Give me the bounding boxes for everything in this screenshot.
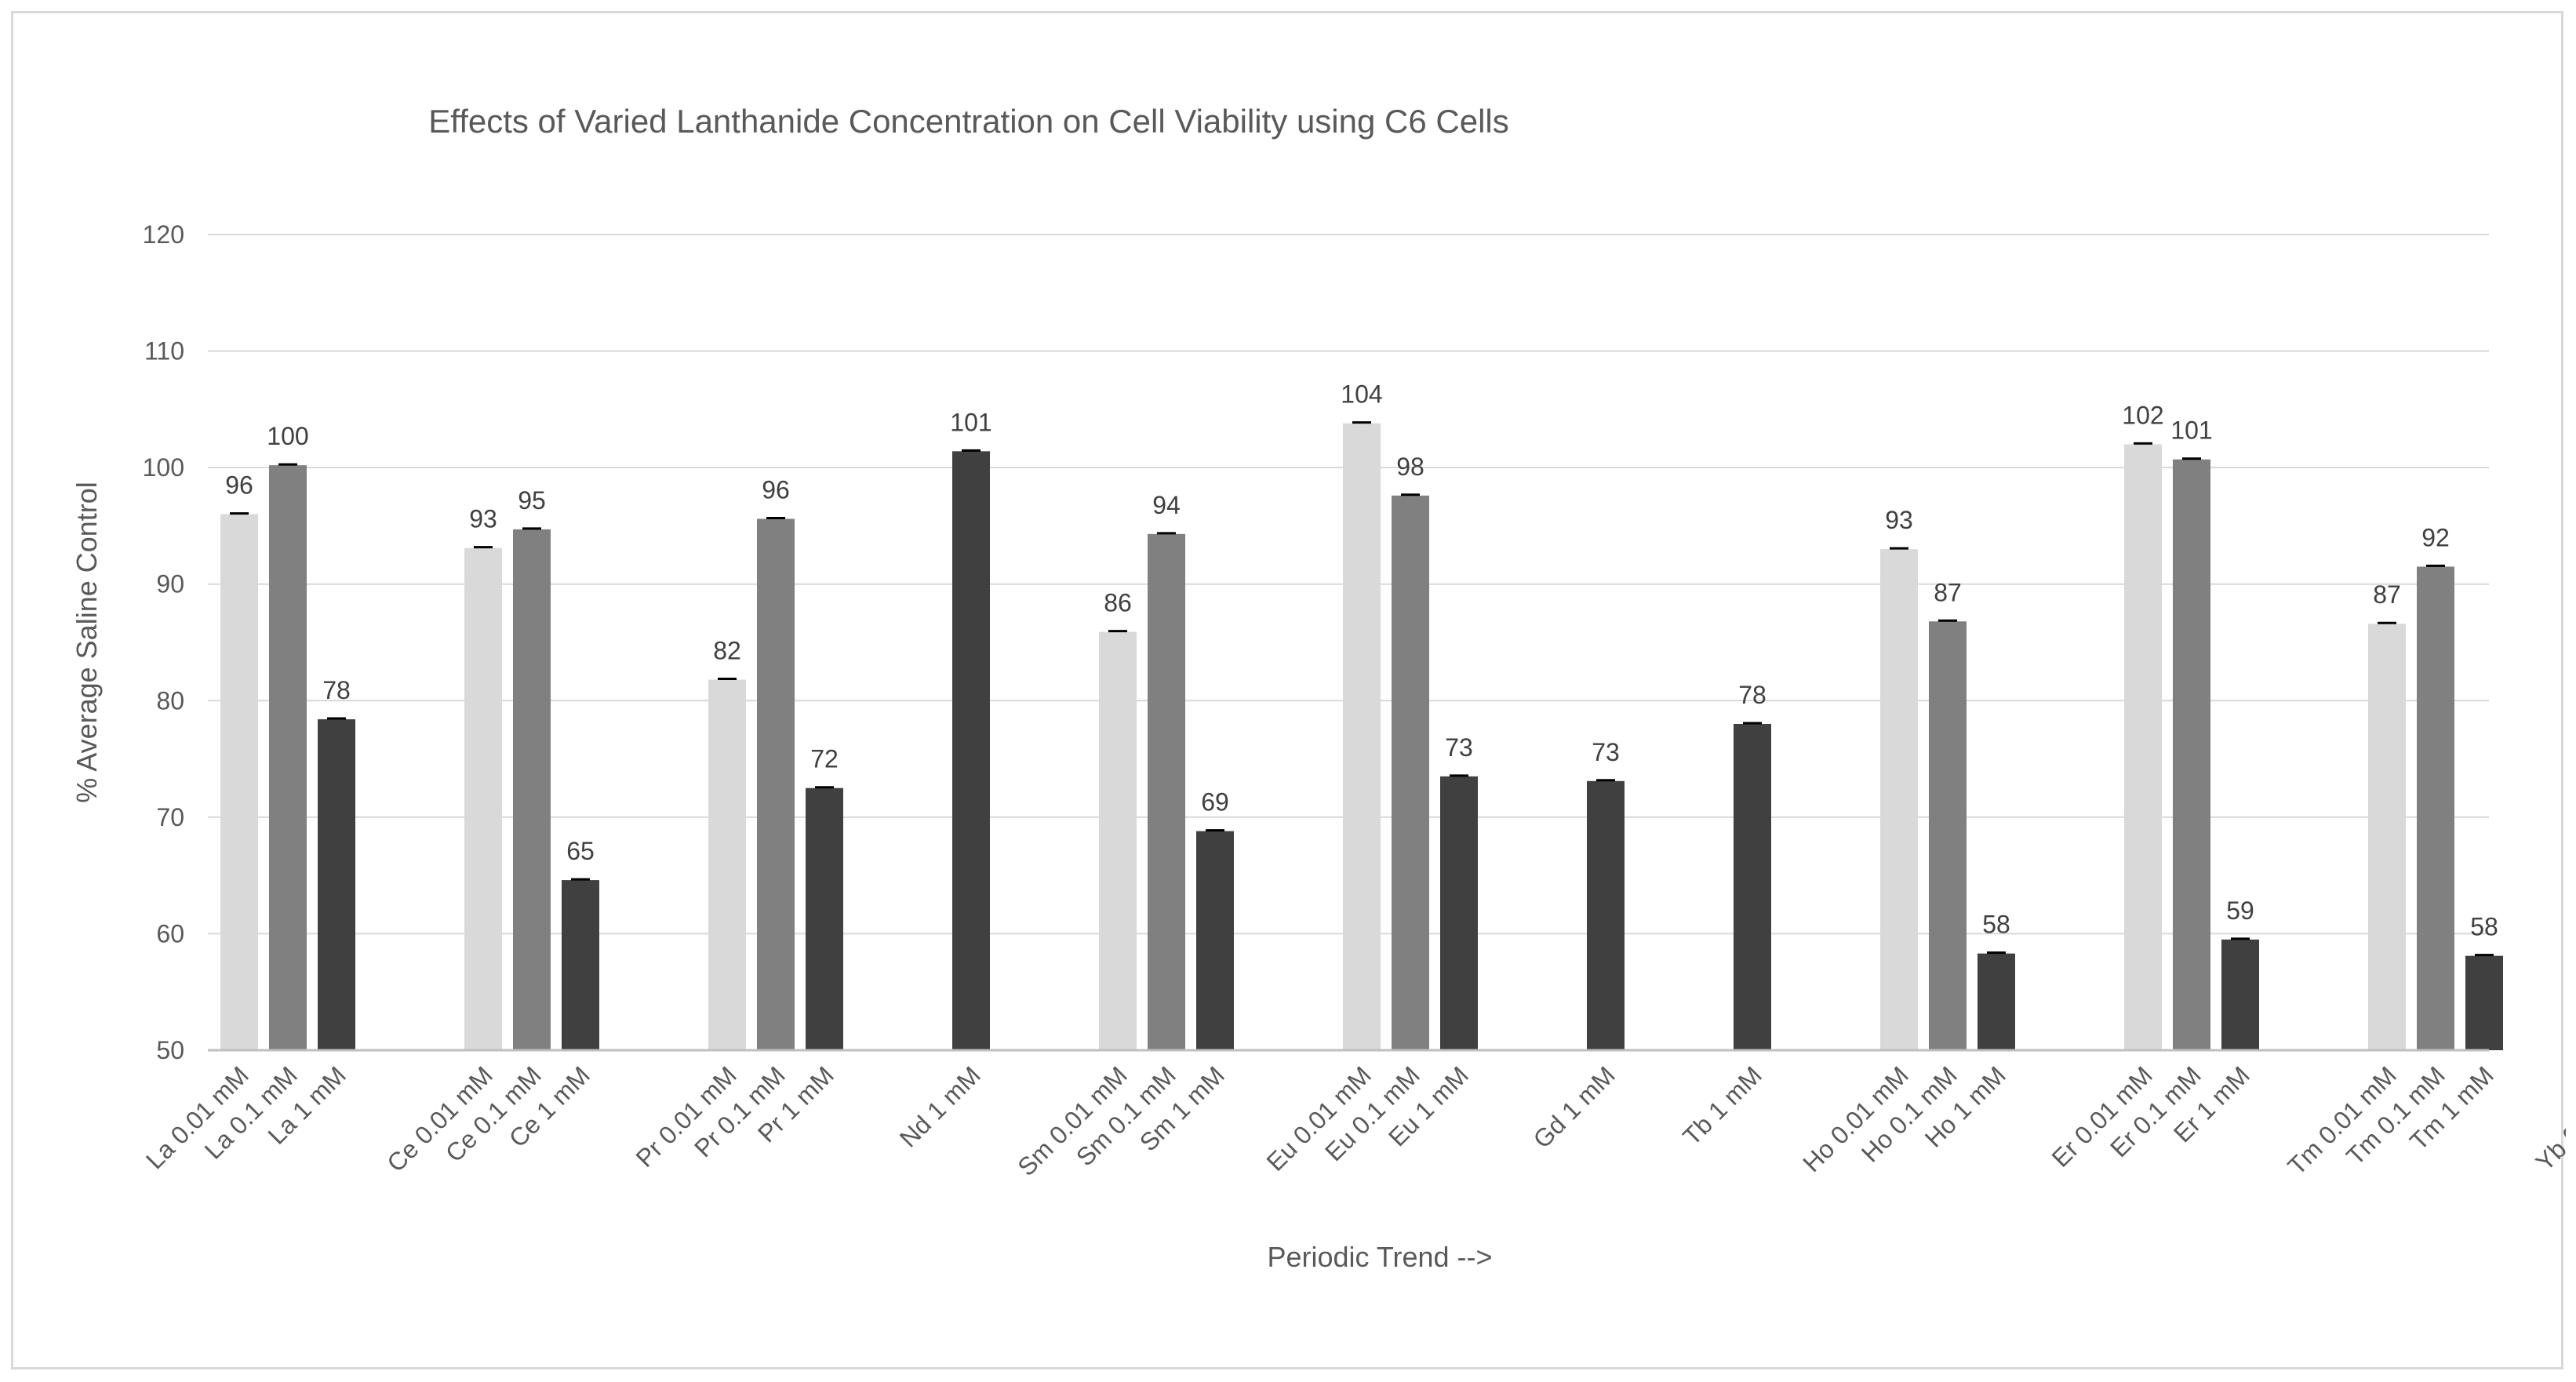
x-category-label: Nd 1 mM [894,1060,986,1152]
bar-tm-1-mm [2465,955,2503,1050]
data-label: 102 [2122,401,2163,429]
bar-tm-0-01-mm [2368,624,2406,1050]
data-label: 58 [2470,913,2498,941]
y-tick-label: 80 [156,686,184,715]
data-label: 104 [1341,380,1382,409]
data-label: 87 [2373,580,2401,609]
data-label: 73 [1592,738,1620,766]
data-label: 96 [225,471,253,500]
bar-pr-1-mm [806,787,843,1050]
bar-eu-0-01-mm [1343,423,1381,1050]
data-label: 73 [1445,733,1473,762]
bar-ho-0-1-mm [1929,621,1967,1050]
bar-er-0-1-mm [2173,459,2210,1050]
bar-sm-0-01-mm [1099,631,1137,1050]
bar-er-1-mm [2221,939,2259,1050]
y-tick-label: 100 [143,453,184,482]
bars [220,423,2503,1050]
bar-eu-0-1-mm [1392,495,1429,1050]
bar-la-1-mm [318,719,355,1050]
chart-svg: Effects of Varied Lanthanide Concentrati… [71,103,2566,1273]
data-label: 93 [469,505,497,533]
x-category-label: Yb 0.01 mM [2531,1060,2566,1176]
x-axis-title: Periodic Trend --> [1267,1241,1492,1273]
bar-ce-0-1-mm [513,529,551,1050]
data-labels: 96 100 78 93 95 65 82 96 72 101 86 94 69 104 98 73 73 78 9… [225,380,2498,941]
data-label: 92 [2421,523,2450,551]
data-label: 82 [713,637,741,665]
data-label: 98 [1396,453,1424,481]
bar-tm-0-1-mm [2417,566,2454,1050]
chart-title: Effects of Varied Lanthanide Concentrati… [428,103,1508,140]
y-axis-title: % Average Saline Control [71,482,103,803]
y-tick-label: 120 [143,220,184,249]
bar-ce-1-mm [562,880,599,1050]
bar-tb-1-mm [1734,724,1771,1050]
bar-gd-1-mm [1587,780,1625,1050]
bar-er-0-01-mm [2124,444,2162,1050]
bar-ce-0-01-mm [464,547,502,1050]
y-axis-ticks: 50 60 70 80 90 100 110 120 [143,220,184,1064]
bar-ho-0-01-mm [1880,549,1918,1050]
data-label: 69 [1201,788,1229,816]
data-label: 78 [1738,681,1766,709]
x-category-label: Gd 1 mM [1527,1060,1620,1153]
bar-sm-1-mm [1196,831,1234,1050]
data-label: 93 [1885,506,1913,534]
bar-pr-0-1-mm [757,518,795,1050]
y-tick-label: 50 [156,1036,184,1064]
bar-pr-0-01-mm [708,679,746,1050]
data-label: 86 [1104,589,1132,617]
data-label: 65 [566,837,595,865]
data-label: 100 [267,422,308,450]
data-label: 58 [1982,911,2010,939]
bar-la-0-1-mm [269,465,307,1050]
error-bars [230,421,2494,957]
y-tick-label: 70 [156,803,184,831]
x-category-label: Tb 1 mM [1677,1060,1767,1151]
data-label: 78 [322,676,351,704]
data-label: 101 [2170,416,2212,445]
data-label: 59 [2226,896,2254,925]
data-label: 101 [950,408,991,436]
y-tick-label: 110 [144,337,184,366]
y-tick-label: 60 [156,919,184,947]
chart-frame: Effects of Varied Lanthanide Concentrati… [11,11,2566,1369]
bar-nd-1-mm [952,451,990,1050]
y-tick-label: 90 [156,570,184,598]
bar-la-0-01-mm [220,514,258,1050]
bar-ho-1-mm [1977,953,2015,1050]
bar-sm-0-1-mm [1148,533,1185,1050]
data-label: 72 [810,745,839,773]
data-label: 96 [762,476,790,504]
data-label: 95 [518,486,546,515]
data-label: 94 [1152,491,1181,519]
bar-eu-1-mm [1440,776,1478,1050]
data-label: 87 [1934,578,1962,606]
